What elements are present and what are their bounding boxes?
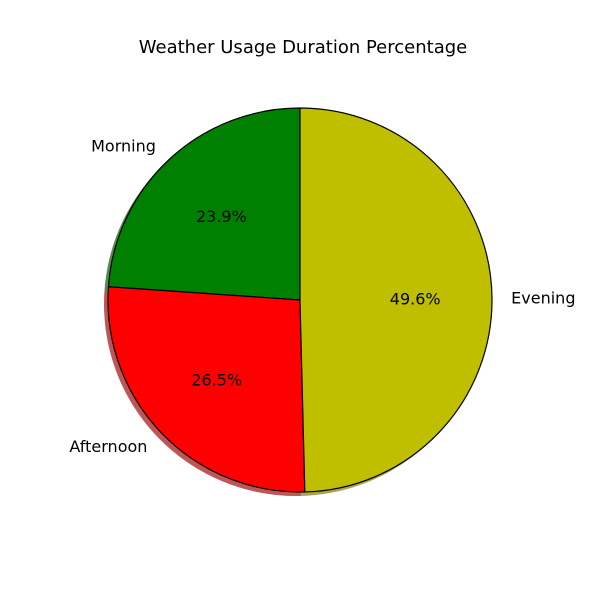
slice-label-morning: Morning [91, 137, 156, 156]
pie-slice-afternoon [107, 286, 306, 493]
pct-label-afternoon: 26.5% [191, 371, 242, 390]
pie-slice-morning [107, 107, 301, 301]
pie-labels: Morning 23.9% Afternoon 26.5% Evening 49.6% [69, 137, 575, 456]
pie-slices [107, 107, 493, 493]
pie-slice-evening [299, 107, 493, 493]
pct-label-morning: 23.9% [196, 207, 247, 226]
pct-label-evening: 49.6% [390, 290, 441, 309]
chart-title: Weather Usage Duration Percentage [139, 37, 467, 58]
slice-label-afternoon: Afternoon [69, 437, 147, 456]
slice-label-evening: Evening [511, 288, 575, 307]
